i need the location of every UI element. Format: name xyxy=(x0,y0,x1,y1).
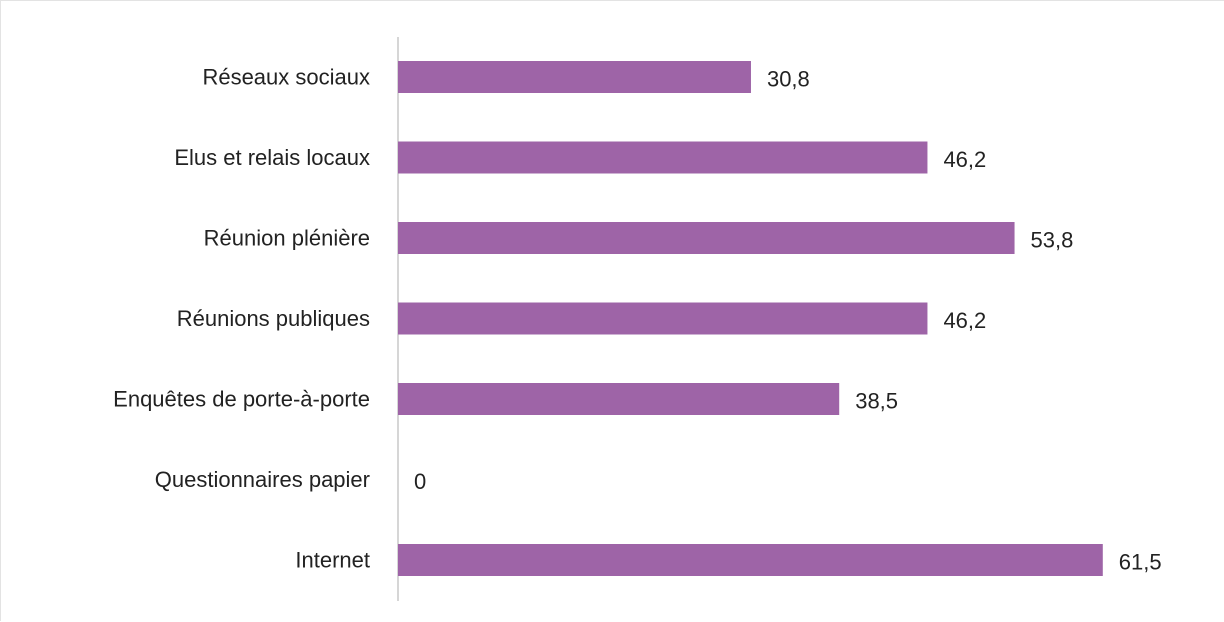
value-label: 46,2 xyxy=(943,308,986,333)
value-label: 46,2 xyxy=(943,147,986,172)
value-label: 30,8 xyxy=(767,67,810,92)
bar xyxy=(398,141,928,174)
bar xyxy=(398,302,928,335)
category-label: Internet xyxy=(295,548,370,573)
category-labels-group: Réseaux sociaux Elus et relais locaux Réun… xyxy=(113,65,370,573)
value-label: 0 xyxy=(414,469,426,494)
category-label: Enquêtes de porte-à-porte xyxy=(113,387,370,412)
bar xyxy=(398,61,751,93)
category-label: Réunions publiques xyxy=(177,306,370,331)
bar xyxy=(398,544,1103,576)
value-label: 61,5 xyxy=(1119,550,1162,575)
bar xyxy=(398,383,840,415)
category-label: Questionnaires papier xyxy=(155,467,370,492)
value-label: 38,5 xyxy=(855,389,898,414)
category-label: Elus et relais locaux xyxy=(174,145,370,170)
value-labels-group: 30,8 46,2 53,8 46,2 38,5 0 61,5 xyxy=(414,67,1162,575)
category-label: Réseaux sociaux xyxy=(202,65,370,90)
value-label: 53,8 xyxy=(1031,228,1074,253)
bar xyxy=(398,222,1015,254)
category-label: Réunion plénière xyxy=(204,226,370,251)
bars-group xyxy=(398,61,1103,576)
